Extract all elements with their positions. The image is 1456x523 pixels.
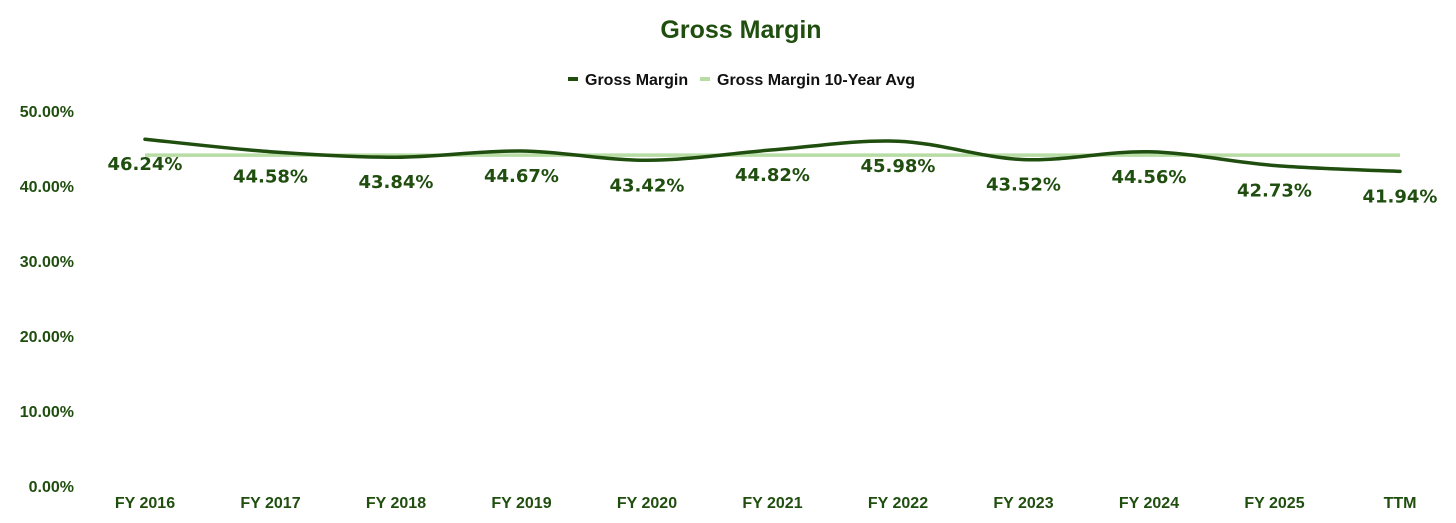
data-label: 43.42%: [610, 175, 685, 196]
x-tick-label: FY 2023: [993, 495, 1053, 512]
legend-label-10-year-avg: Gross Margin 10-Year Avg: [717, 72, 915, 89]
y-tick-label: 30.00%: [20, 254, 74, 271]
x-axis: FY 2016 FY 2017 FY 2018 FY 2019 FY 2020 FY 20…: [115, 495, 1417, 512]
chart-title: Gross Margin: [660, 16, 821, 44]
x-tick-label: FY 2017: [240, 495, 300, 512]
data-labels: 46.24% 44.58% 43.84% 44.67% 43.42% 44.82% 45.9…: [108, 154, 1438, 207]
data-label: 44.58%: [233, 167, 308, 188]
data-label: 41.94%: [1363, 186, 1438, 207]
x-tick-label: FY 2022: [868, 495, 928, 512]
data-label: 44.56%: [1112, 167, 1187, 188]
x-tick-label: FY 2024: [1119, 495, 1179, 512]
series-line-gross-margin: [143, 137, 1402, 174]
plot-area: [143, 137, 1402, 174]
y-axis: 0.00% 10.00% 20.00% 30.00% 40.00% 50.00%: [20, 104, 74, 496]
data-label: 46.24%: [108, 154, 183, 175]
data-label: 43.52%: [986, 175, 1061, 196]
data-label: 44.82%: [735, 165, 810, 186]
data-label: 44.67%: [484, 166, 559, 187]
x-tick-label: FY 2021: [742, 495, 802, 512]
data-label: 45.98%: [861, 156, 936, 177]
x-tick-label: FY 2019: [491, 495, 551, 512]
legend: Gross Margin Gross Margin 10-Year Avg: [568, 72, 915, 89]
x-tick-label: FY 2020: [617, 495, 677, 512]
y-tick-label: 0.00%: [29, 479, 74, 496]
y-tick-label: 10.00%: [20, 404, 74, 421]
x-tick-label: FY 2025: [1244, 495, 1304, 512]
data-label: 42.73%: [1237, 181, 1312, 202]
y-tick-label: 50.00%: [20, 104, 74, 121]
y-tick-label: 20.00%: [20, 329, 74, 346]
y-tick-label: 40.00%: [20, 179, 74, 196]
x-tick-label: TTM: [1384, 495, 1417, 512]
x-tick-label: FY 2016: [115, 495, 175, 512]
data-label: 43.84%: [359, 172, 434, 193]
x-tick-label: FY 2018: [366, 495, 426, 512]
legend-label-gross-margin: Gross Margin: [585, 72, 688, 89]
